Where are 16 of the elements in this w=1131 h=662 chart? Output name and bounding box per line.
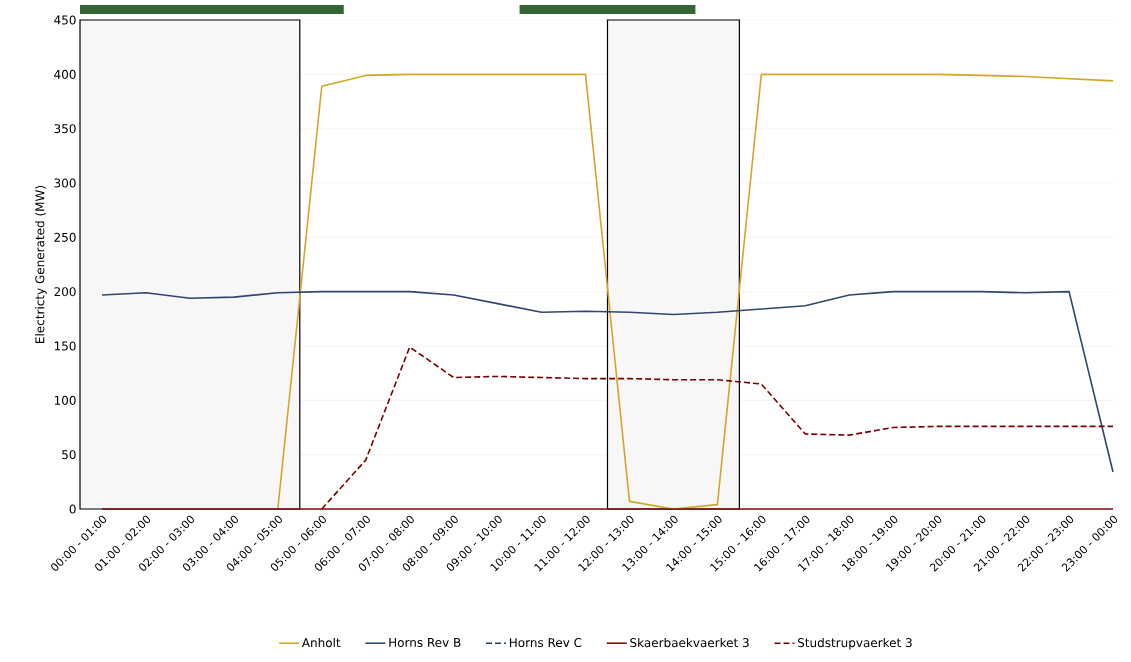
legend-label: Horns Rev C [509, 638, 582, 648]
y-tick-label: 400 [54, 69, 76, 79]
y-tick-label: 450 [54, 15, 76, 25]
legend-label: Anholt [301, 637, 341, 648]
y-tick-label: 200 [54, 287, 76, 297]
y-tick-label: 0 [69, 504, 76, 514]
legend-label: Horns Rev B [389, 638, 461, 647]
y-tick-label: 300 [54, 178, 76, 188]
y-axis-title: Electricty Generated (MW) [35, 185, 47, 343]
y-tick-label: 100 [54, 395, 76, 405]
y-tick-label: 250 [54, 232, 76, 242]
legend-label: Studstrupvaerket 3 [797, 637, 912, 650]
y-tick-label: 150 [54, 341, 76, 351]
y-tick-label: 50 [62, 450, 76, 460]
legend-label: Skaerbaekvaerket 3 [630, 637, 749, 648]
y-tick-label: 350 [54, 124, 76, 134]
